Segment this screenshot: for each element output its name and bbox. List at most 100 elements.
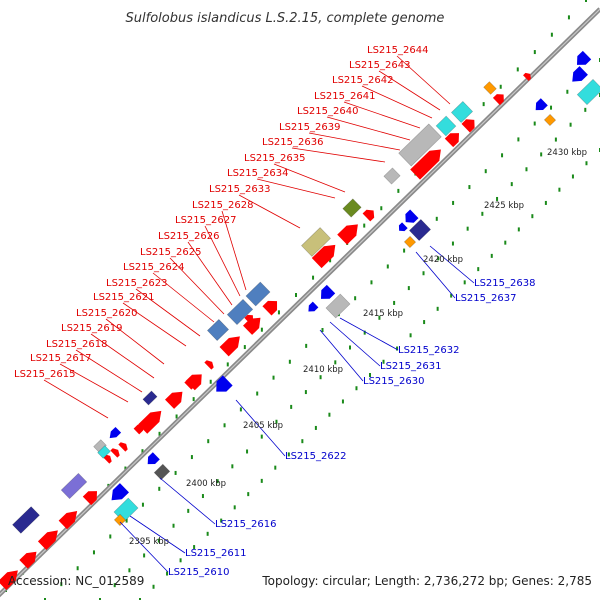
tick-mark	[109, 534, 112, 539]
label-leader	[75, 349, 143, 393]
tick-mark	[422, 271, 425, 276]
reverse-gene-shape	[147, 452, 160, 465]
reverse-gene-label: LS215_2610	[168, 567, 229, 578]
forward-gene-shape	[523, 72, 532, 81]
gene-orange-shape	[403, 235, 417, 249]
label-leader	[59, 363, 129, 403]
reverse-gene-label: LS215_2611	[185, 548, 246, 559]
gene-cyan-shape	[576, 78, 600, 106]
forward-gene-shape	[118, 442, 128, 452]
tick-mark	[288, 359, 291, 364]
forward-gene-shape	[243, 317, 261, 335]
tick-mark	[301, 439, 304, 444]
tick-mark	[477, 267, 480, 272]
forward-gene	[184, 380, 194, 390]
reverse-gene	[320, 284, 336, 299]
gene-orange-shape	[113, 513, 127, 527]
forward-gene	[461, 119, 475, 133]
tick-mark	[143, 553, 146, 558]
forward-gene-label: LS215_2617	[30, 353, 91, 364]
tick-mark	[435, 216, 438, 221]
tick-mark	[99, 598, 101, 600]
reverse-gene-label: LS215_2630	[363, 376, 424, 387]
gene-cyan	[450, 100, 474, 124]
forward-gene-label: LS215_2644	[367, 45, 428, 56]
tick-mark	[312, 275, 315, 280]
tick-mark	[355, 386, 358, 391]
tick-mark	[386, 264, 389, 269]
tick-mark	[436, 306, 439, 311]
gene-orange-shape	[543, 113, 557, 127]
forward-gene-shape	[461, 119, 475, 133]
label-leader	[291, 147, 386, 163]
gene-navy	[408, 218, 432, 242]
tick-mark	[396, 346, 399, 351]
tick-mark	[223, 423, 226, 428]
forward-gene	[311, 244, 336, 269]
forward-gene-label: LS215_2621	[93, 292, 154, 303]
gene-features	[0, 50, 600, 590]
scale-label: 2405 kbp	[243, 421, 283, 431]
tick-mark	[60, 582, 63, 587]
tick-mark	[452, 200, 455, 205]
label-leader	[339, 317, 399, 351]
forward-gene	[138, 410, 162, 434]
label-leader	[90, 333, 155, 379]
tick-mark	[533, 50, 536, 55]
forward-gene	[133, 424, 144, 435]
tick-mark	[525, 167, 528, 172]
tick-mark	[382, 359, 385, 364]
tick-mark	[243, 345, 246, 350]
reverse-gene	[216, 375, 233, 392]
tick-mark	[349, 345, 351, 350]
gene-grey	[398, 123, 442, 167]
gene-cyan	[435, 115, 457, 137]
tick-mark	[314, 425, 317, 430]
forward-gene	[110, 448, 120, 458]
gene-navy-shape	[12, 506, 40, 534]
forward-gene-label: LS215_2635	[244, 153, 305, 164]
tick-mark	[328, 412, 331, 417]
label-leader	[273, 163, 346, 193]
tick-mark	[584, 107, 587, 112]
forward-gene	[444, 133, 460, 148]
forward-gene-shape	[262, 300, 278, 316]
forward-gene-shape	[362, 209, 375, 222]
tick-mark	[277, 310, 280, 315]
forward-gene	[523, 72, 532, 81]
label-leader	[238, 194, 301, 229]
gene-lavender-shape	[60, 472, 88, 500]
forward-gene	[492, 94, 504, 106]
tick-mark	[192, 397, 195, 402]
tick-mark	[516, 67, 519, 72]
tick-mark	[125, 518, 128, 523]
label-leader	[319, 329, 364, 382]
label-leader	[129, 515, 186, 554]
label-leader	[187, 241, 233, 306]
tick-mark	[239, 407, 242, 412]
tick-mark	[233, 505, 236, 510]
scale-label: 2430 kbp	[547, 148, 587, 158]
gene-steelblue-shape	[245, 281, 271, 307]
forward-gene-label: LS215_2618	[46, 339, 107, 350]
scale-labels: 2395 kbp 2400 kbp 2405 kbp 2410 kbp 2415 kbp…	[129, 148, 587, 547]
scale-label: 2420 kbp	[423, 255, 463, 265]
reverse-gene	[109, 426, 122, 439]
forward-gene-shape	[165, 391, 183, 409]
forward-gene-shape	[185, 374, 202, 391]
tick-mark	[287, 452, 290, 457]
gene-orange	[483, 81, 497, 95]
tick-mark	[329, 258, 332, 263]
label-leader	[326, 116, 411, 141]
gene-darkgreen	[342, 198, 362, 218]
gene-grey-shape	[383, 167, 401, 185]
forward-gene-shape	[138, 410, 162, 434]
forward-gene	[362, 209, 375, 222]
reverse-gene-label: LS215_2632	[398, 345, 459, 356]
scale-label: 2400 kbp	[186, 479, 226, 489]
reverse-gene	[147, 452, 160, 465]
forward-gene-label: LS215_2636	[262, 137, 323, 148]
tick-mark	[179, 558, 182, 563]
tick-mark	[550, 32, 553, 37]
forward-gene	[244, 314, 254, 324]
